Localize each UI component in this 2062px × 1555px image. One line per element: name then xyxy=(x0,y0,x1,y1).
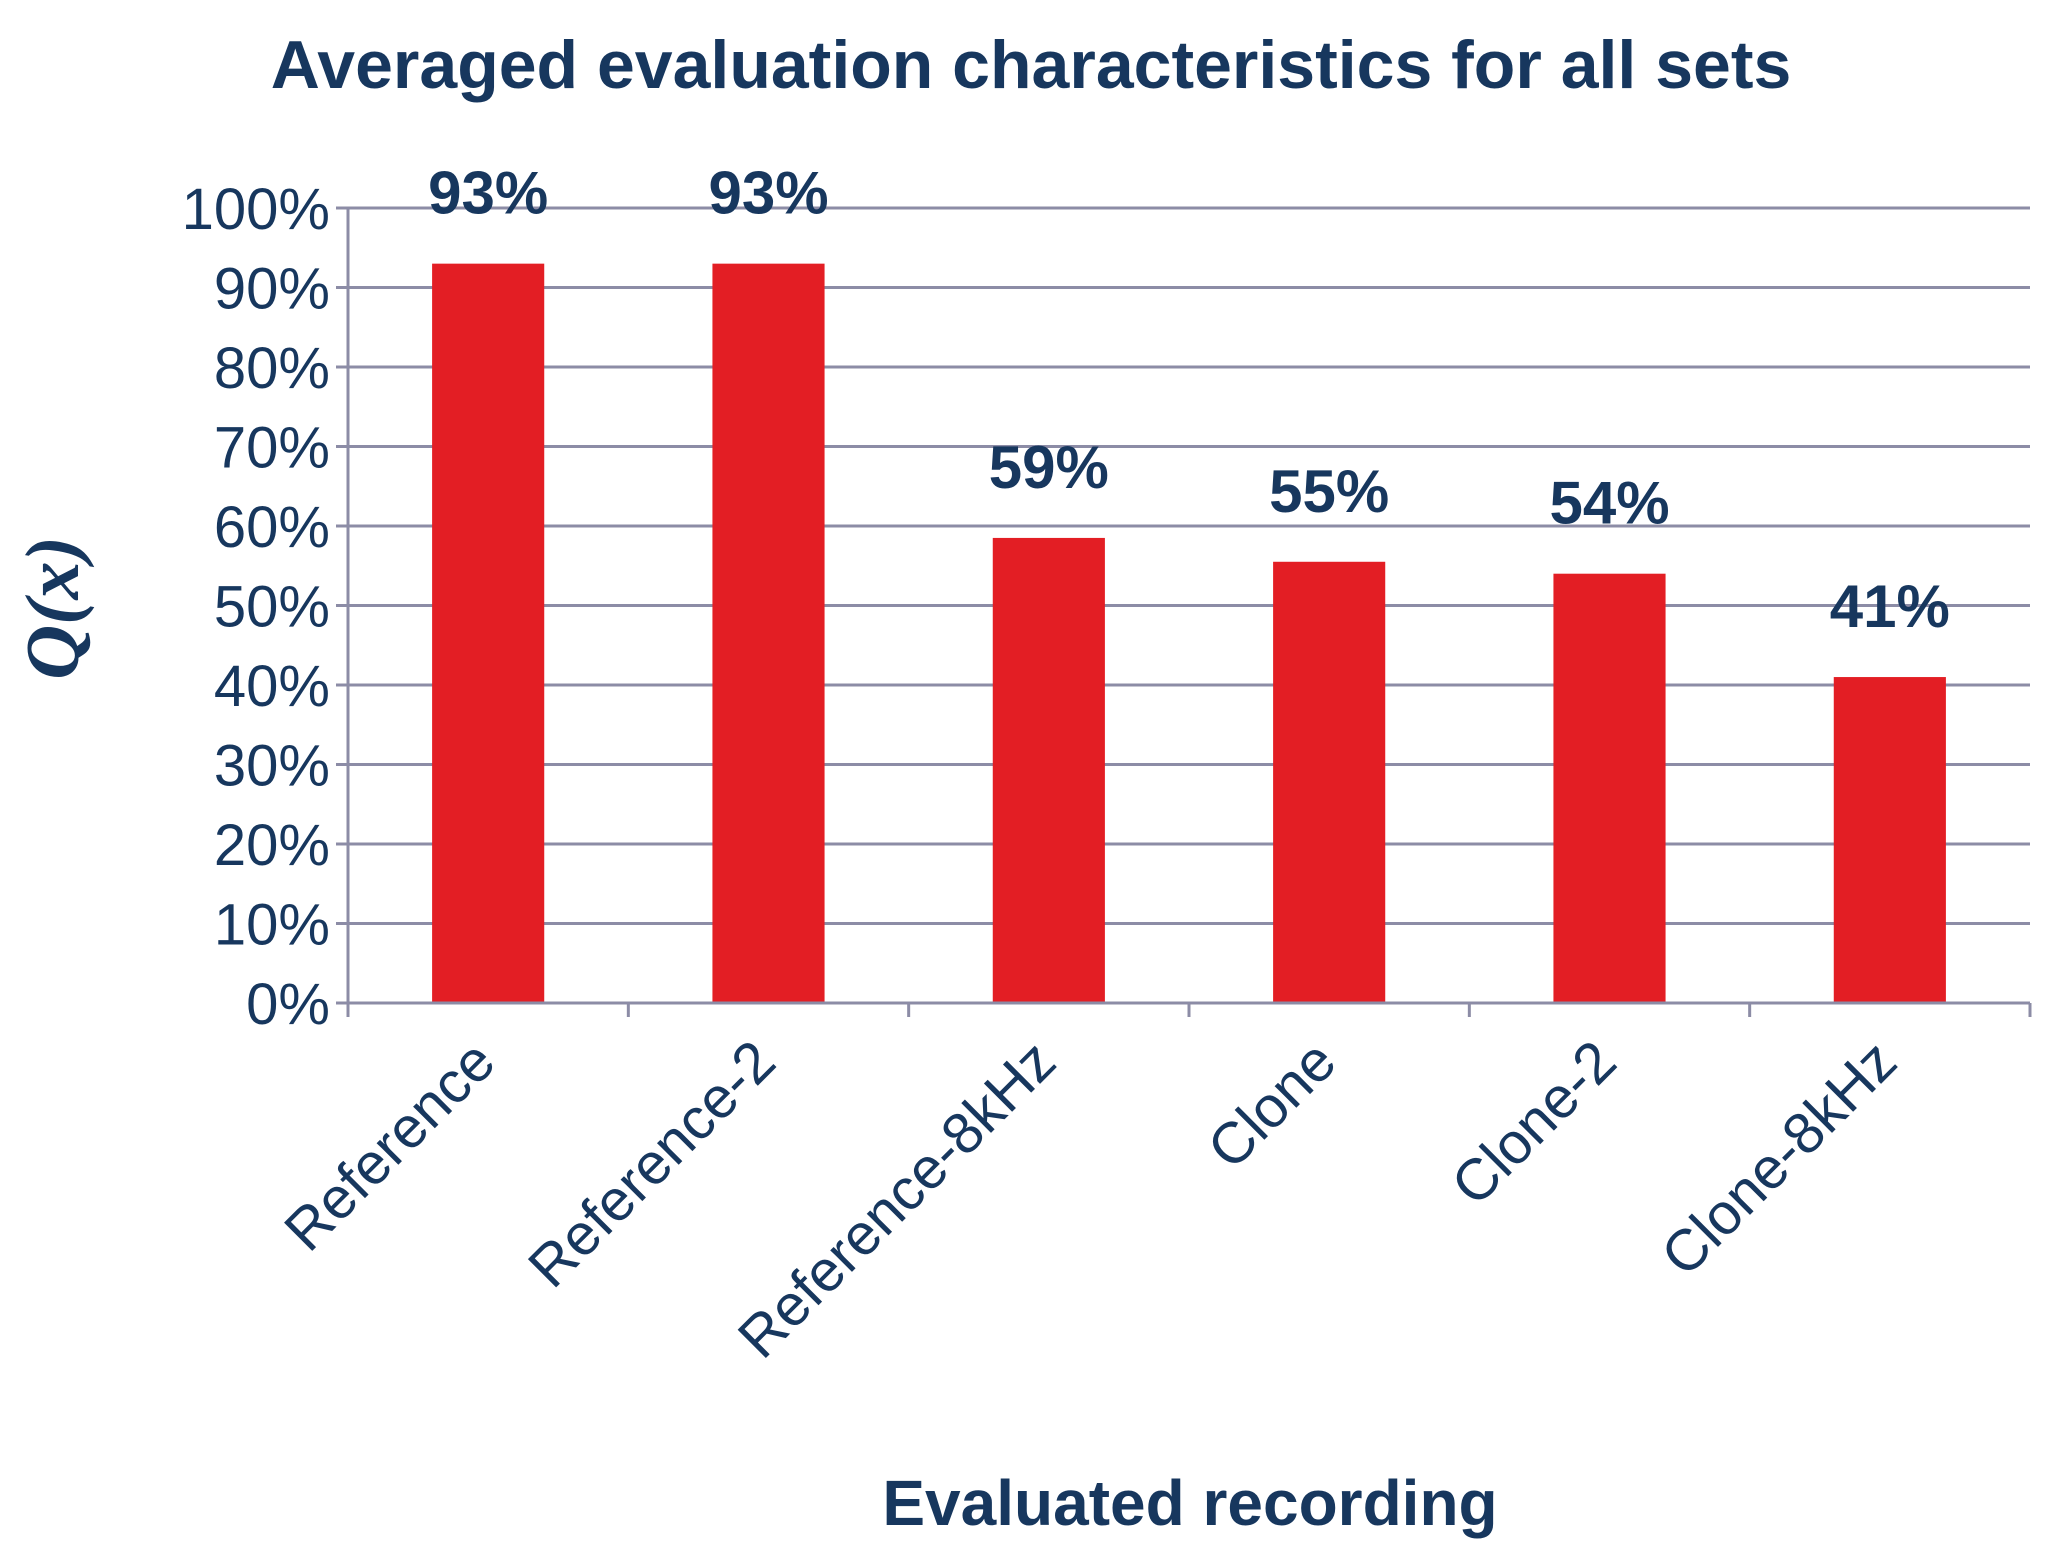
bar xyxy=(432,263,545,1003)
y-tick-label: 70% xyxy=(214,416,330,481)
y-tick-label: 90% xyxy=(214,257,330,322)
bar xyxy=(1273,561,1386,1003)
chart-title: Averaged evaluation characteristics for … xyxy=(271,27,1792,103)
bar xyxy=(712,263,825,1003)
x-tick-label: Reference xyxy=(272,1028,507,1263)
x-tick-label: Clone xyxy=(1195,1028,1348,1181)
data-label: 55% xyxy=(1269,458,1389,525)
data-label: 54% xyxy=(1549,470,1669,537)
bars xyxy=(432,263,1946,1003)
x-tick-label: Reference-2 xyxy=(516,1028,788,1300)
data-label: 93% xyxy=(708,160,828,227)
y-tick-label: 40% xyxy=(214,654,330,719)
y-tick-label: 80% xyxy=(214,336,330,401)
y-tick-label: 0% xyxy=(246,972,330,1037)
x-axis-title: Evaluated recording xyxy=(882,1467,1497,1539)
x-tick-label: Clone-8kHz xyxy=(1649,1028,1909,1288)
y-axis-title: Q(x) xyxy=(11,536,95,680)
y-tick-label: 50% xyxy=(214,575,330,640)
x-axis xyxy=(346,1001,2032,1017)
y-axis-ticks: 0% 10% 20% 30% 40% 50% 60% 70% 80% 90% 100% xyxy=(182,177,350,1037)
data-labels: 93% 93% 59% 55% 54% 41% xyxy=(428,160,1950,640)
data-label: 59% xyxy=(989,434,1109,501)
y-tick-label: 10% xyxy=(214,893,330,958)
y-tick-label: 100% xyxy=(182,177,330,242)
data-label: 93% xyxy=(428,160,548,227)
gridlines xyxy=(348,206,2030,925)
y-tick-label: 60% xyxy=(214,495,330,560)
bar xyxy=(1553,573,1666,1003)
data-label: 41% xyxy=(1830,573,1950,640)
y-tick-label: 20% xyxy=(214,813,330,878)
x-tick-label: Clone-2 xyxy=(1439,1028,1629,1218)
y-tick-label: 30% xyxy=(214,734,330,799)
bar xyxy=(992,537,1105,1003)
bar xyxy=(1833,677,1946,1003)
